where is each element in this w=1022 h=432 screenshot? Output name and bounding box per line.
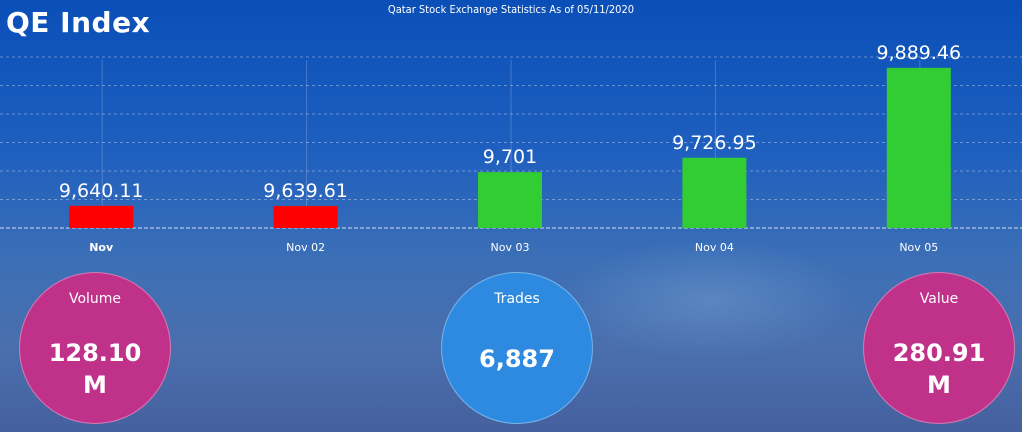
bar-value-label-5: 9,889.46 [876, 42, 961, 64]
trades-label: Trades [494, 291, 540, 307]
bar-value-label-3: 9,701 [483, 146, 537, 168]
volume-value-block: 128.10 M [20, 337, 170, 401]
page-title: QE Index [6, 6, 151, 39]
bar-5 [886, 67, 951, 229]
value-value: 280.91 [892, 339, 986, 367]
trades-value-block: 6,887 [442, 343, 592, 375]
volume-unit: M [83, 371, 107, 399]
x-tick-label-3: Nov 03 [491, 241, 530, 254]
bar-1 [69, 205, 134, 228]
page-subtitle: Qatar Stock Exchange Statistics As of 05… [387, 3, 635, 16]
x-tick-label-5: Nov 05 [899, 241, 938, 254]
x-tick-label-4: Nov 04 [695, 241, 734, 254]
volume-stat-circle: Volume 128.10 M [19, 272, 171, 424]
volume-label: Volume [68, 291, 122, 307]
trades-stat-circle: Trades 6,887 [441, 272, 593, 424]
value-unit: M [927, 371, 951, 399]
qe-index-bar-chart: 9,640.11 Nov 9,639.61 Nov 02 9,701 Nov 03 9,72… [59, 42, 961, 254]
volume-value: 128.10 [48, 339, 142, 367]
background-glow [560, 240, 860, 360]
value-value-block: 280.91 M [864, 337, 1014, 401]
value-label: Value [919, 291, 959, 307]
bar-value-label-2: 9,639.61 [263, 180, 348, 202]
bar-4 [682, 157, 747, 228]
bar-value-label-4: 9,726.95 [672, 132, 757, 154]
bar-2 [273, 206, 338, 228]
trades-value: 6,887 [479, 345, 555, 373]
bar-value-label-1: 9,640.11 [59, 180, 144, 202]
x-tick-label-2: Nov 02 [286, 241, 325, 254]
x-tick-label-1: Nov [89, 241, 114, 254]
value-stat-circle: Value 280.91 M [863, 272, 1015, 424]
bar-3 [478, 172, 542, 228]
